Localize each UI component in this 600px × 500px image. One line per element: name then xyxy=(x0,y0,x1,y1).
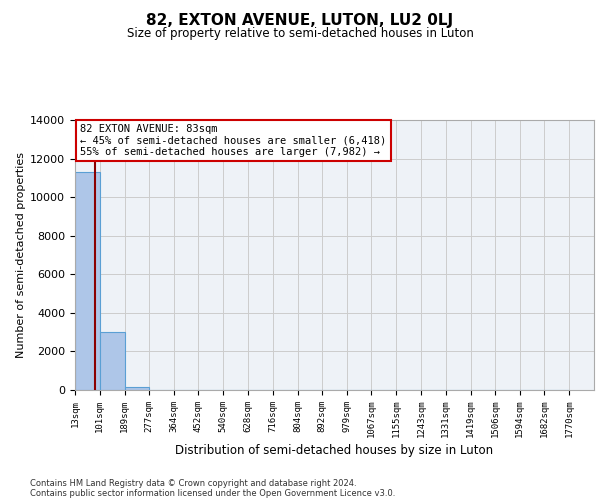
Text: Contains public sector information licensed under the Open Government Licence v3: Contains public sector information licen… xyxy=(30,488,395,498)
Bar xyxy=(75,172,100,390)
Text: Size of property relative to semi-detached houses in Luton: Size of property relative to semi-detach… xyxy=(127,28,473,40)
Bar xyxy=(100,332,125,390)
Text: 82 EXTON AVENUE: 83sqm
← 45% of semi-detached houses are smaller (6,418)
55% of : 82 EXTON AVENUE: 83sqm ← 45% of semi-det… xyxy=(80,124,386,157)
Y-axis label: Number of semi-detached properties: Number of semi-detached properties xyxy=(16,152,26,358)
Bar xyxy=(125,388,149,390)
Text: Contains HM Land Registry data © Crown copyright and database right 2024.: Contains HM Land Registry data © Crown c… xyxy=(30,478,356,488)
Text: 82, EXTON AVENUE, LUTON, LU2 0LJ: 82, EXTON AVENUE, LUTON, LU2 0LJ xyxy=(146,12,454,28)
X-axis label: Distribution of semi-detached houses by size in Luton: Distribution of semi-detached houses by … xyxy=(175,444,494,458)
